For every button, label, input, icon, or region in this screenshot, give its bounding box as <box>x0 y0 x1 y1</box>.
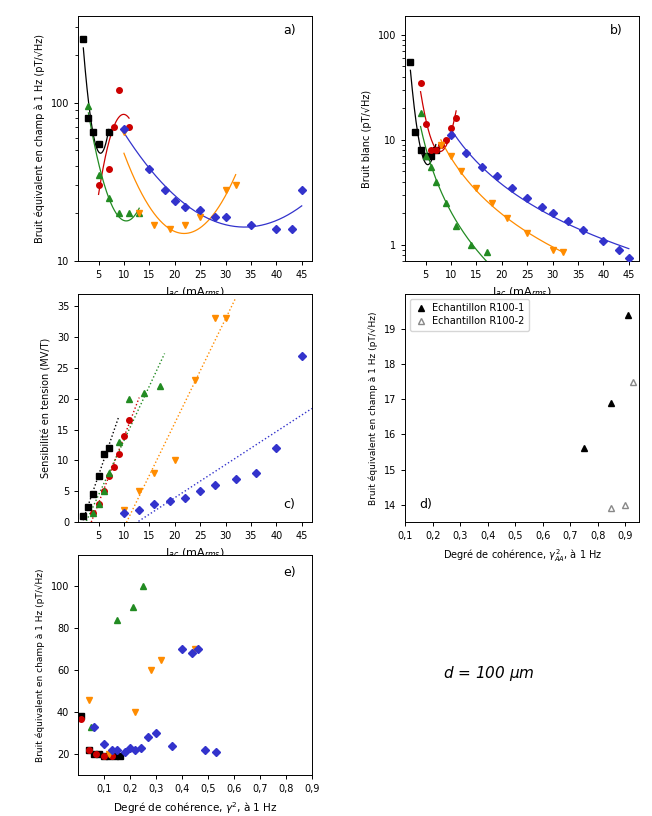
X-axis label: Degré de cohérence, $\gamma^2$, à 1 Hz: Degré de cohérence, $\gamma^2$, à 1 Hz <box>113 800 277 815</box>
X-axis label: I$_{ac}$ (mA$_{rms}$): I$_{ac}$ (mA$_{rms}$) <box>492 286 552 299</box>
Line: Echantillon R100-1: Echantillon R100-1 <box>580 312 631 452</box>
Text: d): d) <box>419 498 432 511</box>
Echantillon R100-1 <box>608 398 615 408</box>
Y-axis label: Bruit blanc (pT/√Hz): Bruit blanc (pT/√Hz) <box>363 90 372 188</box>
Y-axis label: Bruit équivalent en champ à 1 Hz (pT/√Hz): Bruit équivalent en champ à 1 Hz (pT/√Hz… <box>369 311 378 505</box>
Y-axis label: Bruit équivalent en champ à 1 Hz (pT/√Hz): Bruit équivalent en champ à 1 Hz (pT/√Hz… <box>36 568 45 762</box>
X-axis label: I$_{ac}$ (mA$_{rms}$): I$_{ac}$ (mA$_{rms}$) <box>165 286 225 299</box>
Y-axis label: Sensibilité en tension (MV/T): Sensibilité en tension (MV/T) <box>41 338 51 478</box>
Legend: Echantillon R100-1, Echantillon R100-2: Echantillon R100-1, Echantillon R100-2 <box>410 299 529 331</box>
Text: c): c) <box>284 498 295 511</box>
Echantillon R100-1 <box>580 444 588 454</box>
Line: Echantillon R100-2: Echantillon R100-2 <box>608 378 637 512</box>
Echantillon R100-2 <box>621 499 629 509</box>
Y-axis label: Bruit équivalent en champ à 1 Hz (pT/√Hz): Bruit équivalent en champ à 1 Hz (pT/√Hz… <box>35 34 45 243</box>
Text: e): e) <box>283 566 295 579</box>
X-axis label: Degré de cohérence, $\gamma_{AA}^{\,2}$, à 1 Hz: Degré de cohérence, $\gamma_{AA}^{\,2}$,… <box>443 547 602 564</box>
Text: a): a) <box>283 24 295 37</box>
X-axis label: I$_{ac}$ (mA$_{rms}$): I$_{ac}$ (mA$_{rms}$) <box>165 547 225 561</box>
Echantillon R100-1 <box>624 310 632 320</box>
Echantillon R100-2 <box>608 503 615 513</box>
Echantillon R100-2 <box>630 377 638 387</box>
Text: b): b) <box>610 24 623 37</box>
Text: $d$ = 100 μm: $d$ = 100 μm <box>443 663 535 683</box>
